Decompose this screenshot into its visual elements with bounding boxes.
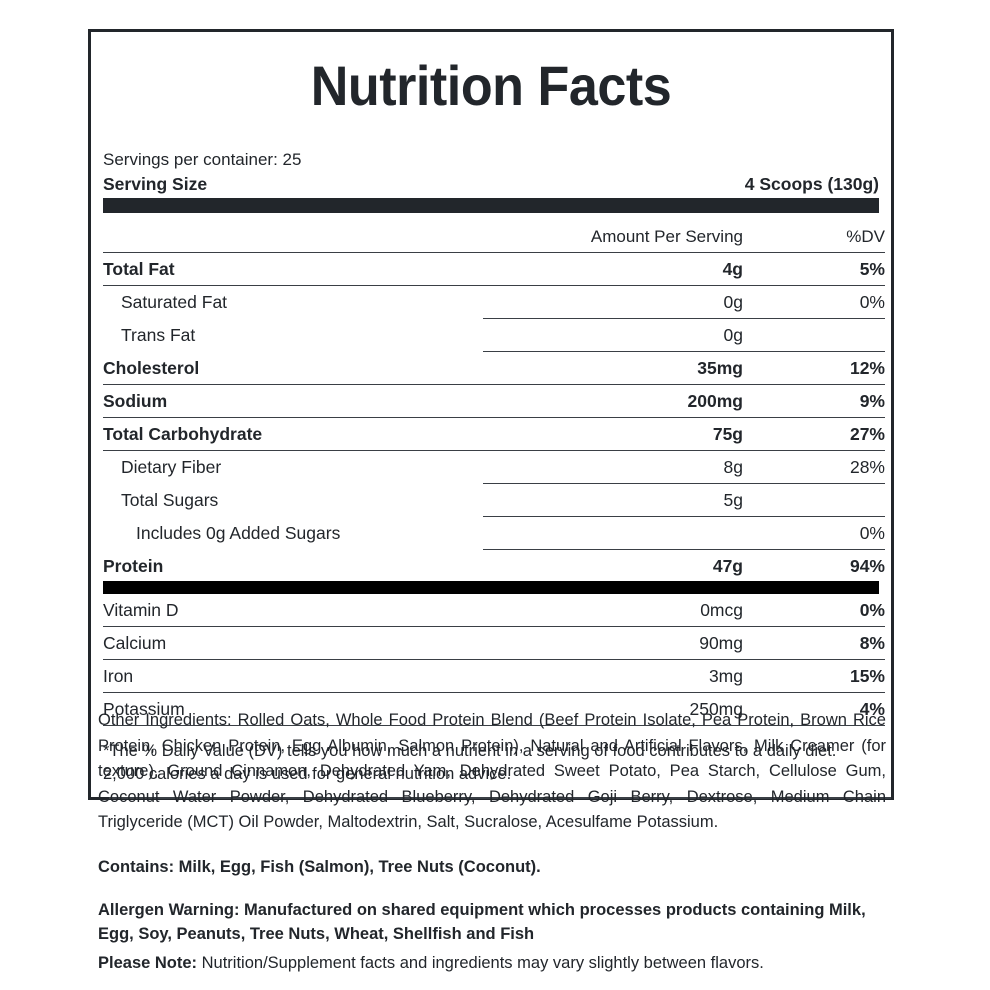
nutrient-amount: 75g xyxy=(483,417,743,451)
nutrient-name: Sodium xyxy=(103,384,483,418)
nutrient-name: Protein xyxy=(103,555,164,576)
table-row: Iron 3mg 15% xyxy=(103,659,885,693)
table-row: Includes 0g Added Sugars 0% xyxy=(103,516,885,550)
nutrient-rows: Total Fat 4g 5% Saturated Fat 0g 0% Trans Fat 0… xyxy=(103,251,885,581)
dv-header: %DV xyxy=(846,226,885,246)
nutrition-facts-panel: Nutrition Facts Servings per container: … xyxy=(88,29,894,801)
please-note-line: Please Note: Nutrition/Supplement facts … xyxy=(98,952,886,976)
nutrient-dv: 5% xyxy=(743,251,885,286)
nutrient-name: Includes 0g Added Sugars xyxy=(103,516,483,549)
please-note-text: Nutrition/Supplement facts and ingredien… xyxy=(197,953,764,972)
table-header-row: Amount Per Serving %DV xyxy=(103,213,885,253)
nutrient-dv: 27% xyxy=(743,417,885,451)
daily-value-footnote: *The % Daily Value (DV) tells you how mu… xyxy=(103,741,837,784)
table-row: Sodium 200mg 9% xyxy=(103,384,885,418)
amount-per-serving-header: Amount Per Serving xyxy=(590,226,743,246)
nutrient-dv xyxy=(743,318,885,352)
vitamin-dv: 4% xyxy=(743,692,885,726)
nutrition-table-vitamins: Vitamin D 0mcg 0% Calcium 90mg 8% Iron 3mg 15% Po… xyxy=(103,593,885,726)
please-note-label: Please Note: xyxy=(98,953,198,972)
vitamin-name: Calcium xyxy=(103,626,483,660)
serving-size-value: 4 Scoops (130g) xyxy=(744,173,879,194)
vitamin-dv: 8% xyxy=(743,626,885,660)
nutrient-amount: 200mg xyxy=(483,384,743,418)
nutrient-amount: 4g xyxy=(483,251,743,286)
table-row: Protein 47g 94% xyxy=(103,549,885,581)
nutrition-table-main: Amount Per Serving %DV Total Fat 4g 5% Satu… xyxy=(103,213,885,581)
nutrient-dv: 0% xyxy=(743,285,885,319)
table-row: Total Carbohydrate 75g 27% xyxy=(103,417,885,451)
nutrition-table-main-body: Amount Per Serving %DV xyxy=(103,213,885,253)
vitamin-rows: Vitamin D 0mcg 0% Calcium 90mg 8% Iron 3mg 15% Po… xyxy=(103,593,885,726)
nutrient-amount xyxy=(483,516,743,550)
table-row: Vitamin D 0mcg 0% xyxy=(103,593,885,627)
nutrient-dv: 28% xyxy=(743,450,885,484)
nutrient-dv: 9% xyxy=(743,384,885,418)
nutrient-name: Dietary Fiber xyxy=(103,450,483,483)
nutrient-dv xyxy=(743,483,885,517)
table-row: Calcium 90mg 8% xyxy=(103,626,885,660)
nutrient-dv: 94% xyxy=(849,555,885,576)
nutrient-amount: 47g xyxy=(712,555,743,576)
table-row: Total Sugars 5g xyxy=(103,483,885,517)
serving-size-row: Serving Size 4 Scoops (130g) xyxy=(103,174,879,195)
contains-allergens-text: Contains: Milk, Egg, Fish (Salmon), Tree… xyxy=(98,857,541,876)
vitamin-name: Potassium xyxy=(103,692,483,726)
nutrient-name: Total Fat xyxy=(103,251,483,286)
nutrient-name: Total Sugars xyxy=(103,483,483,516)
table-row: Trans Fat 0g xyxy=(103,318,885,352)
nutrient-name: Total Carbohydrate xyxy=(103,417,483,451)
vitamin-amount: 0mcg xyxy=(483,593,743,627)
table-row: Total Fat 4g 5% xyxy=(103,251,885,286)
nutrient-amount: 35mg xyxy=(483,351,743,385)
vitamin-dv: 15% xyxy=(743,659,885,693)
vitamin-dv: 0% xyxy=(743,593,885,627)
nutrient-amount: 5g xyxy=(483,483,743,517)
nutrient-name: Saturated Fat xyxy=(103,285,483,318)
page-title: Nutrition Facts xyxy=(310,54,672,117)
table-row: Saturated Fat 0g 0% xyxy=(103,285,885,319)
vitamin-name: Iron xyxy=(103,659,483,693)
nutrient-name: Cholesterol xyxy=(103,351,483,385)
thick-divider-protein xyxy=(103,580,879,594)
serving-size-label: Serving Size xyxy=(103,173,208,194)
nutrient-amount: 0g xyxy=(483,318,743,352)
below-panel-content: Other Ingredients: Rolled Oats, Whole Fo… xyxy=(98,708,886,976)
vitamin-name: Vitamin D xyxy=(103,593,483,627)
nutrient-name: Trans Fat xyxy=(103,318,483,351)
thick-divider-top xyxy=(103,197,879,213)
table-row: Dietary Fiber 8g 28% xyxy=(103,450,885,484)
vitamin-amount: 3mg xyxy=(483,659,743,693)
vitamin-amount: 250mg xyxy=(483,692,743,726)
other-ingredients-text: Other Ingredients: Rolled Oats, Whole Fo… xyxy=(98,711,886,832)
table-row: Cholesterol 35mg 12% xyxy=(103,351,885,385)
vitamin-amount: 90mg xyxy=(483,626,743,660)
nutrient-dv: 12% xyxy=(743,351,885,385)
nutrient-amount: 8g xyxy=(483,450,743,484)
nutrient-amount: 0g xyxy=(483,285,743,319)
servings-per-container: Servings per container: 25 xyxy=(103,150,302,169)
allergen-warning-text: Allergen Warning: Manufactured on shared… xyxy=(98,900,866,943)
header-spacer xyxy=(103,213,483,253)
nutrient-dv: 0% xyxy=(743,516,885,550)
table-row: Potassium 250mg 4% xyxy=(103,692,885,726)
